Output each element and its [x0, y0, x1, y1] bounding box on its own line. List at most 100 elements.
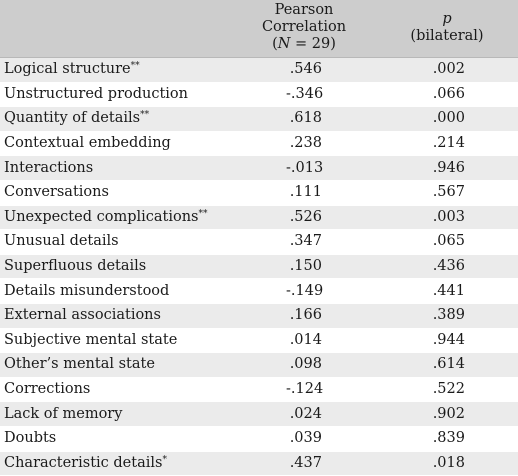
table-row: Characteristic details* .437 .018	[0, 451, 518, 476]
row-variable-cell: Superfluous details	[0, 254, 232, 280]
row-p-cell: .944	[376, 328, 518, 354]
row-variable-label: Interactions	[4, 159, 94, 176]
table-row: Unexpected complications** .526 .003	[0, 205, 518, 231]
row-p-cell: .002	[376, 57, 518, 83]
row-correlation-cell: -.013	[232, 155, 376, 181]
row-p-value: .066	[432, 85, 465, 102]
row-p-cell: .018	[376, 451, 518, 476]
row-p-cell: .614	[376, 352, 518, 378]
row-p-value: .214	[432, 135, 465, 152]
row-correlation-cell: .347	[232, 229, 376, 255]
row-p-value: .902	[432, 405, 465, 422]
row-p-value: .839	[432, 430, 465, 447]
header-variable	[0, 0, 232, 58]
row-variable-cell: Doubts	[0, 426, 232, 452]
row-correlation-cell: .546	[232, 57, 376, 83]
header-sample-value: = 29)	[290, 36, 336, 52]
row-correlation-value: .014	[289, 331, 322, 348]
row-p-cell: .946	[376, 155, 518, 181]
row-variable-cell: Unusual details	[0, 229, 232, 255]
row-variable-label: Unusual details	[4, 233, 119, 250]
row-p-value: .002	[432, 61, 465, 78]
table-row: Interactions -.013 .946	[0, 155, 518, 181]
table-row: Doubts .039 .839	[0, 426, 518, 452]
row-variable-label: Superfluous details	[4, 258, 147, 275]
header-sample-size: (N = 29)	[232, 36, 376, 53]
row-correlation-cell: .166	[232, 303, 376, 329]
row-p-value: .614	[432, 356, 465, 373]
row-correlation-cell: .618	[232, 106, 376, 132]
row-p-cell: .066	[376, 82, 518, 108]
row-correlation-cell: .111	[232, 180, 376, 206]
header-p-symbol: p	[442, 10, 452, 27]
row-p-value: .000	[432, 110, 465, 127]
table-row: Unstructured production -.346 .066	[0, 82, 518, 108]
row-correlation-value: .024	[289, 405, 322, 422]
table-row: Subjective mental state .014 .944	[0, 328, 518, 354]
significance-marker: **	[198, 208, 208, 219]
row-p-cell: .441	[376, 278, 518, 304]
table-row: Other’s mental state .098 .614	[0, 352, 518, 378]
header-pearson-correlation: Pearson Correlation (N = 29)	[232, 0, 376, 58]
table-row: Superfluous details .150 .436	[0, 254, 518, 280]
row-correlation-cell: .039	[232, 426, 376, 452]
row-variable-cell: Unstructured production	[0, 82, 232, 108]
table-row: Lack of memory .024 .902	[0, 401, 518, 427]
row-p-value: .441	[432, 282, 465, 299]
row-p-cell: .902	[376, 401, 518, 427]
row-p-value: .003	[432, 208, 465, 225]
row-correlation-value: .039	[289, 430, 322, 447]
row-variable-label: External associations	[4, 307, 161, 324]
row-p-value: .436	[432, 258, 465, 275]
row-p-value: .389	[432, 307, 465, 324]
row-variable-cell: Quantity of details**	[0, 106, 232, 132]
row-variable-cell: Interactions	[0, 155, 232, 181]
row-correlation-value: .526	[289, 208, 322, 225]
row-p-value: .567	[432, 184, 465, 201]
row-correlation-value: -.346	[286, 85, 324, 102]
row-correlation-value: .618	[289, 110, 322, 127]
row-correlation-cell: .098	[232, 352, 376, 378]
row-variable-label: Unexpected complications	[4, 208, 199, 225]
row-variable-label: Logical structure	[4, 61, 131, 78]
row-p-cell: .839	[376, 426, 518, 452]
row-variable-cell: Unexpected complications**	[0, 205, 232, 231]
row-p-cell: .389	[376, 303, 518, 329]
row-variable-label: Details misunderstood	[4, 282, 170, 299]
row-p-cell: .065	[376, 229, 518, 255]
row-variable-cell: Details misunderstood	[0, 278, 232, 304]
row-correlation-cell: -.149	[232, 278, 376, 304]
row-correlation-value: -.013	[286, 159, 324, 176]
table-body: Logical structure** .546.002 Unstructured …	[0, 57, 518, 476]
row-p-value: .946	[432, 159, 465, 176]
table-row: Conversations .111 .567	[0, 180, 518, 206]
row-p-value: .944	[432, 331, 465, 348]
row-variable-label: Doubts	[4, 430, 57, 447]
row-p-cell: .567	[376, 180, 518, 206]
row-variable-cell: Logical structure**	[0, 57, 232, 83]
row-correlation-cell: .238	[232, 131, 376, 157]
row-p-cell: .000	[376, 106, 518, 132]
row-p-value: .522	[432, 381, 465, 398]
row-correlation-cell: .437	[232, 451, 376, 476]
row-correlation-cell: .014	[232, 328, 376, 354]
row-correlation-value: .111	[289, 184, 322, 201]
table-row: Unusual details .347 .065	[0, 229, 518, 255]
row-correlation-value: .437	[289, 454, 322, 471]
table-header: Pearson Correlation (N = 29) p (bilatera…	[0, 0, 518, 58]
row-correlation-cell: .150	[232, 254, 376, 280]
row-variable-cell: Corrections	[0, 377, 232, 403]
header-bilateral: (bilateral)	[410, 27, 484, 44]
row-correlation-cell: -.346	[232, 82, 376, 108]
row-p-value: .018	[432, 454, 465, 471]
row-p-cell: .003	[376, 205, 518, 231]
row-variable-label: Lack of memory	[4, 405, 123, 422]
row-variable-cell: Conversations	[0, 180, 232, 206]
row-p-cell: .436	[376, 254, 518, 280]
header-p-value: p (bilateral)	[376, 0, 518, 58]
header-pearson-title: Pearson Correlation	[261, 2, 347, 35]
row-variable-label: Quantity of details	[4, 110, 141, 127]
row-variable-label: Other’s mental state	[4, 356, 155, 373]
table-row: External associations .166 .389	[0, 303, 518, 329]
